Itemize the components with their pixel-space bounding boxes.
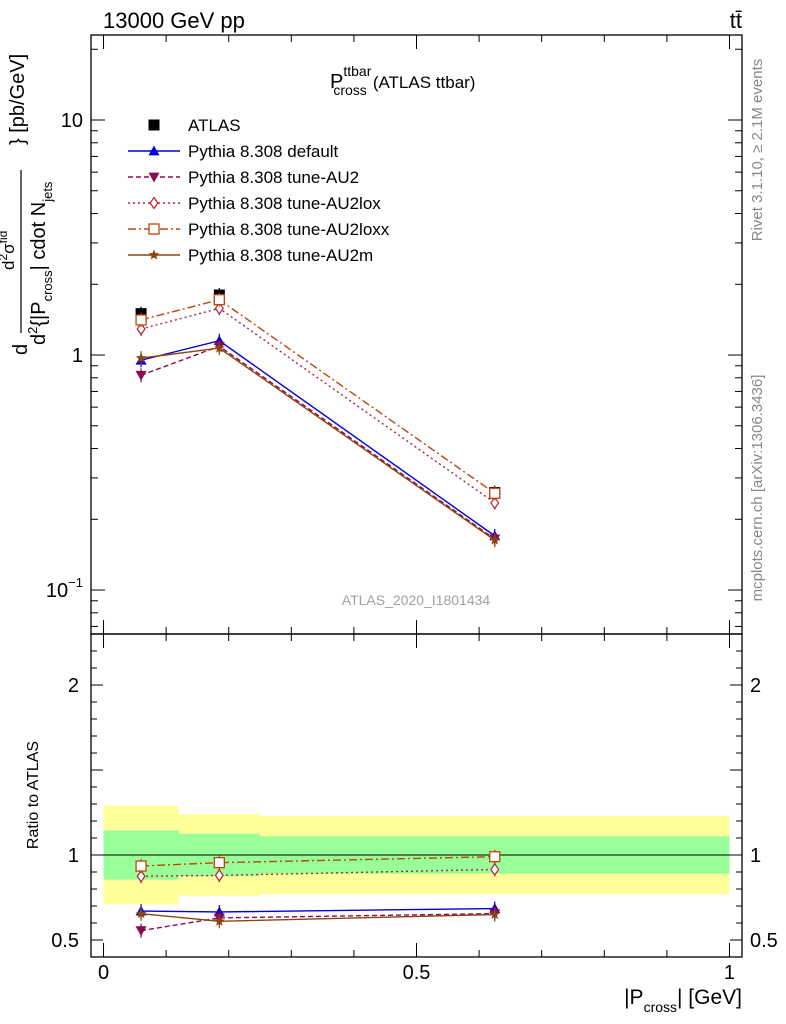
ylabel-num-fid: fid xyxy=(0,231,10,244)
main-marker-au2m-2 xyxy=(489,534,500,545)
main-line-au2m xyxy=(140,347,496,541)
xlabel-pre: |P xyxy=(624,986,643,1009)
ylabel-den-mid2: | cdot N xyxy=(28,202,50,271)
main-y-tick-base: 1 xyxy=(72,345,83,367)
main-y-axis-label: d d2σfid d2{|Pcross| cdot Njets } [pb/Ge… xyxy=(0,54,55,355)
ratio-line-default xyxy=(141,907,495,913)
x-tick-label-0: 0 xyxy=(98,962,109,984)
svg-text:d2{|Pcross| cdot Njets: d2{|Pcross| cdot Njets xyxy=(25,181,55,345)
main-marker-au2lox-1 xyxy=(214,301,224,315)
svg-text:} [pb/GeV]: } [pb/GeV] xyxy=(7,54,29,145)
ratio-panel-frame xyxy=(90,633,743,958)
ratio-y-tick-label-2: 2 xyxy=(68,675,79,697)
xlabel-post: | [GeV] xyxy=(677,986,742,1009)
legend-marker-default xyxy=(148,145,160,156)
main-line-au2lox xyxy=(140,307,496,504)
analysis-tag: ATLAS_2020_I1801434 xyxy=(342,592,491,608)
header-process: tt̄ xyxy=(730,8,742,33)
main-marker-au2loxx-1 xyxy=(213,294,225,306)
main-y-tick-label-2: 10 xyxy=(61,110,83,132)
main-marker-au2loxx-0 xyxy=(135,314,147,326)
ratio-marker-au2loxx-0 xyxy=(135,860,147,872)
main-title-suffix: (ATLAS ttbar) xyxy=(373,73,476,92)
main-line-default xyxy=(140,339,496,537)
xlabel-sub: cross xyxy=(644,999,677,1015)
main-title: Pttbar cross (ATLAS ttbar) xyxy=(330,63,475,98)
ratio-y-axis-label: Ratio to ATLAS xyxy=(25,741,42,849)
main-marker-au2m-0 xyxy=(135,352,147,363)
ylabel-num-d2: d xyxy=(0,261,18,270)
main-title-sub: cross xyxy=(333,82,366,98)
ratio-y-tick-label-right-2: 2 xyxy=(750,675,761,697)
ratio-marker-au2-0 xyxy=(135,926,147,937)
legend-marker-data xyxy=(148,119,160,131)
main-y-tick-label-1: 1 xyxy=(72,345,83,367)
ratio-line-au2lox xyxy=(141,868,495,877)
ratio-marker-au2lox-0 xyxy=(136,869,146,883)
legend-label-au2loxx: Pythia 8.308 tune-AU2loxx xyxy=(188,220,390,239)
legend-marker-au2loxx xyxy=(148,223,160,235)
ratio-y-tick-label-right-1: 1 xyxy=(750,845,761,867)
ratio-marker-au2lox-1 xyxy=(214,868,224,882)
header-energy: 13000 GeV pp xyxy=(103,8,245,33)
legend-label-data: ATLAS xyxy=(188,116,241,135)
legend-marker-au2lox xyxy=(149,196,159,210)
ylabel-den-d: d xyxy=(28,334,50,345)
ylabel-num-sigma: σ xyxy=(0,243,18,254)
ylabel-den-sub: cross xyxy=(40,270,55,302)
main-marker-au2lox-2 xyxy=(490,496,500,510)
mcplots-label: mcplots.cern.ch [arXiv:1306.3436] xyxy=(749,375,766,602)
ylabel-num-sup: 2 xyxy=(0,254,10,261)
main-y-tick-exp: −1 xyxy=(68,575,83,590)
ratio-line-au2loxx xyxy=(141,856,495,867)
legend-marker-au2 xyxy=(148,172,160,183)
main-line-au2loxx xyxy=(140,298,496,494)
legend-label-au2m: Pythia 8.308 tune-AU2m xyxy=(188,246,373,265)
ylabel-rest: } [pb/GeV] xyxy=(7,54,29,145)
legend: ATLAS Pythia 8.308 default Pythia 8.308 tu… xyxy=(128,116,390,265)
ratio-marker-au2loxx-2 xyxy=(489,851,501,863)
main-y-tick-base: 10 xyxy=(61,110,83,132)
x-tick-label-1: 0.5 xyxy=(403,962,431,984)
main-marker-au2loxx-2 xyxy=(489,487,501,499)
legend-marker-au2m xyxy=(148,249,160,260)
ratio-marker-au2m-0 xyxy=(135,908,147,919)
svg-text:d2σfid: d2σfid xyxy=(0,231,18,270)
main-y-tick-base: 10 xyxy=(46,580,68,602)
main-title-sup: ttbar xyxy=(343,63,371,79)
ratio-line-au2m xyxy=(141,912,495,923)
ylabel-den-sup: 2 xyxy=(25,327,40,334)
main-series-layer xyxy=(135,288,501,548)
legend-label-au2: Pythia 8.308 tune-AU2 xyxy=(188,168,359,187)
ylabel-den-sub2: jets xyxy=(40,181,55,203)
ratio-y-tick-label-1: 1 xyxy=(68,845,79,867)
legend-label-default: Pythia 8.308 default xyxy=(188,142,339,161)
ratio-y-tick-label-right-0: 0.5 xyxy=(750,930,778,952)
main-marker-au2lox-0 xyxy=(136,322,146,336)
x-tick-label-2: 1 xyxy=(724,962,735,984)
x-axis-label: |Pcross| [GeV] xyxy=(624,986,742,1015)
ratio-y-tick-label-0: 0.5 xyxy=(51,930,79,952)
ratio-marker-au2m-1 xyxy=(214,915,225,926)
main-marker-au2m-1 xyxy=(214,342,225,353)
legend-label-au2lox: Pythia 8.308 tune-AU2lox xyxy=(188,194,381,213)
main-line-au2 xyxy=(140,345,496,540)
ratio-series-layer xyxy=(135,849,501,938)
ratio-marker-au2loxx-1 xyxy=(213,857,225,869)
main-marker-au2-0 xyxy=(135,370,147,381)
svg-text:d: d xyxy=(10,344,32,355)
ratio-line-au2 xyxy=(140,912,495,932)
ylabel-num-d: d xyxy=(10,344,32,355)
ratio-marker-au2m-2 xyxy=(489,909,500,919)
main-y-tick-label-0: 10−1 xyxy=(46,575,83,602)
ylabel-den-mid: {|P xyxy=(28,301,50,326)
rivet-label: Rivet 3.1.10, ≥ 2.1M events xyxy=(749,59,766,242)
main-title-p: P xyxy=(330,71,343,93)
ratio-marker-au2lox-2 xyxy=(490,862,500,876)
